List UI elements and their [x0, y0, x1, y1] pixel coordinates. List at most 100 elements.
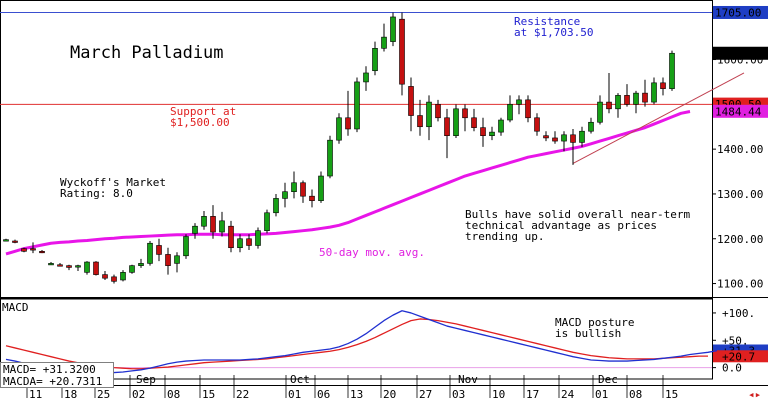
candle-body-6: [57, 264, 63, 267]
candle-body-12: [111, 276, 117, 282]
candle-body-7: [66, 265, 72, 268]
candle-body-49: [444, 117, 450, 136]
day-tick-label-5: 15: [202, 388, 215, 401]
price-marker-bg-0: [713, 5, 768, 19]
price-marker-label-3: 1484.44: [715, 105, 762, 118]
candle-body-13: [120, 272, 126, 281]
candle-body-59: [534, 117, 540, 132]
candle-body-33: [300, 182, 306, 197]
macd-tick-label-2: 0.0: [722, 362, 742, 375]
commentary-annotation-0: Bulls have solid overall near-term: [465, 208, 691, 221]
day-tick-label-16: 01: [595, 388, 608, 401]
day-tick-label-13: 10: [492, 388, 505, 401]
candle-body-67: [606, 101, 612, 110]
candle-body-50: [453, 108, 459, 136]
candle-body-17: [156, 245, 162, 255]
trendline: [572, 72, 745, 164]
candle-body-69: [624, 95, 630, 105]
candle-body-25: [228, 225, 234, 249]
candle-body-45: [408, 86, 414, 116]
support-annotation-1: $1,500.00: [170, 116, 230, 129]
day-tick-label-7: 01: [288, 388, 301, 401]
day-tick-label-0: 11: [29, 388, 42, 401]
candle-body-11: [102, 274, 108, 279]
candle-body-8: [75, 265, 81, 268]
month-label-3: Dec: [598, 373, 618, 386]
day-tick-label-12: 03: [452, 388, 465, 401]
day-tick-label-15: 24: [561, 388, 575, 401]
candle-body-44: [399, 18, 405, 85]
scroll-arrow-icon: ◂▸: [748, 388, 761, 401]
candle-body-43: [390, 16, 396, 42]
candle-body-4: [39, 250, 45, 254]
price-tick-label-0: 1100.00: [717, 278, 763, 291]
candle-body-46: [417, 115, 423, 128]
macd-marker-label-1: +20.7: [722, 350, 755, 363]
candle-body-1: [12, 240, 18, 243]
candle-body-14: [129, 265, 135, 273]
candle-body-70: [633, 92, 639, 105]
candle-body-60: [543, 135, 549, 139]
macd-marker-bg-1: [713, 350, 768, 363]
candle-body-0: [3, 239, 9, 242]
resistance-annotation-1: at $1,703.50: [514, 26, 593, 39]
candle-body-20: [183, 236, 189, 257]
day-tick-label-17: 08: [629, 388, 642, 401]
candle-body-18: [165, 254, 171, 266]
resistance-annotation-0: Resistance: [514, 15, 580, 28]
candle-body-74: [669, 52, 675, 89]
candle-body-27: [246, 238, 252, 246]
candle-body-34: [309, 195, 315, 201]
price-tick-label-1: 1200.00: [717, 233, 763, 246]
candle-body-72: [651, 82, 657, 103]
support-annotation-0: Support at: [170, 105, 236, 118]
candle-body-40: [363, 72, 369, 83]
price-marker-label-1: 1614.00: [715, 47, 761, 60]
candle-body-9: [84, 261, 90, 273]
day-tick-label-18: 15: [665, 388, 678, 401]
candle-body-48: [435, 104, 441, 119]
candle-body-42: [381, 36, 387, 49]
candle-body-47: [426, 101, 432, 128]
day-tick-label-1: 18: [64, 388, 77, 401]
chart-title: March Palladium: [70, 43, 224, 63]
candle-body-31: [282, 191, 288, 199]
candle-body-35: [318, 175, 324, 201]
macd-tick-label-1: +50.: [722, 334, 749, 347]
candle-body-28: [255, 230, 261, 246]
candle-body-66: [597, 101, 603, 123]
day-tick-label-10: 20: [383, 388, 396, 401]
candle-body-65: [588, 121, 594, 132]
moving-average-line: [5, 110, 691, 256]
candle-body-22: [201, 216, 207, 227]
moving-average-label: 50-day mov. avg.: [319, 246, 425, 259]
rating-annotation-0: Wyckoff's Market: [60, 176, 166, 189]
candle-body-24: [219, 220, 225, 233]
price-marker-bg-3: [713, 104, 768, 118]
candle-body-2: [21, 248, 27, 252]
day-tick-label-9: 13: [350, 388, 363, 401]
day-tick-label-4: 08: [167, 388, 180, 401]
macd-panel-label: MACD: [2, 301, 29, 314]
candle-body-29: [264, 212, 270, 231]
day-tick-label-14: 17: [526, 388, 539, 401]
macd-readout: MACD= +31.3200 MACDA= +20.7311: [0, 362, 114, 388]
macd-tick-label-0: +100.: [722, 307, 755, 320]
candle-body-52: [471, 117, 477, 128]
commentary-annotation-2: trending up.: [465, 230, 544, 243]
candle-body-41: [372, 48, 378, 72]
candle-body-38: [345, 117, 351, 130]
macd-readout-value: MACD= +31.3200: [3, 363, 96, 376]
candle-body-63: [570, 134, 576, 143]
macd-note-1: is bullish: [555, 327, 621, 340]
candle-body-61: [552, 137, 558, 142]
candle-body-37: [336, 117, 342, 141]
rating-annotation-1: Rating: 8.0: [60, 187, 133, 200]
month-label-0: Sep: [136, 373, 156, 386]
macda-signal-line: [5, 318, 708, 370]
candle-body-53: [480, 127, 486, 136]
candle-body-57: [516, 99, 522, 105]
price-tick-label-3: 1400.00: [717, 143, 763, 156]
day-tick-label-11: 27: [419, 388, 432, 401]
